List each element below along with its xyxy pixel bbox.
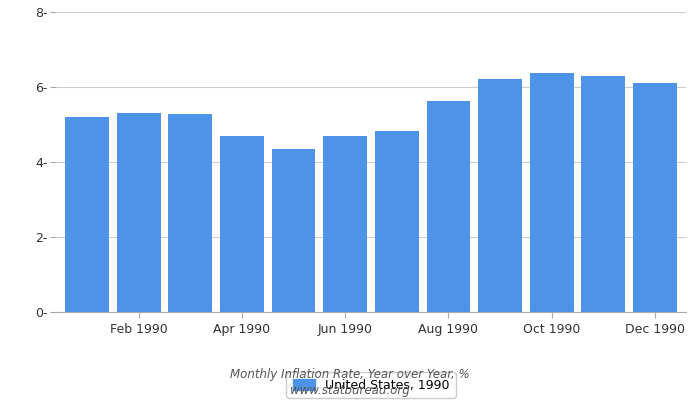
- Legend: United States, 1990: United States, 1990: [286, 372, 456, 398]
- Bar: [530, 73, 574, 312]
- Bar: [65, 117, 109, 312]
- Bar: [220, 136, 264, 312]
- Bar: [426, 101, 470, 312]
- Text: www.statbureau.org: www.statbureau.org: [290, 384, 410, 397]
- Bar: [478, 79, 522, 312]
- Bar: [323, 136, 367, 312]
- Bar: [117, 113, 160, 312]
- Bar: [272, 148, 316, 312]
- Bar: [633, 83, 677, 312]
- Bar: [375, 131, 419, 312]
- Text: Monthly Inflation Rate, Year over Year, %: Monthly Inflation Rate, Year over Year, …: [230, 368, 470, 381]
- Bar: [582, 76, 625, 312]
- Bar: [168, 114, 212, 312]
